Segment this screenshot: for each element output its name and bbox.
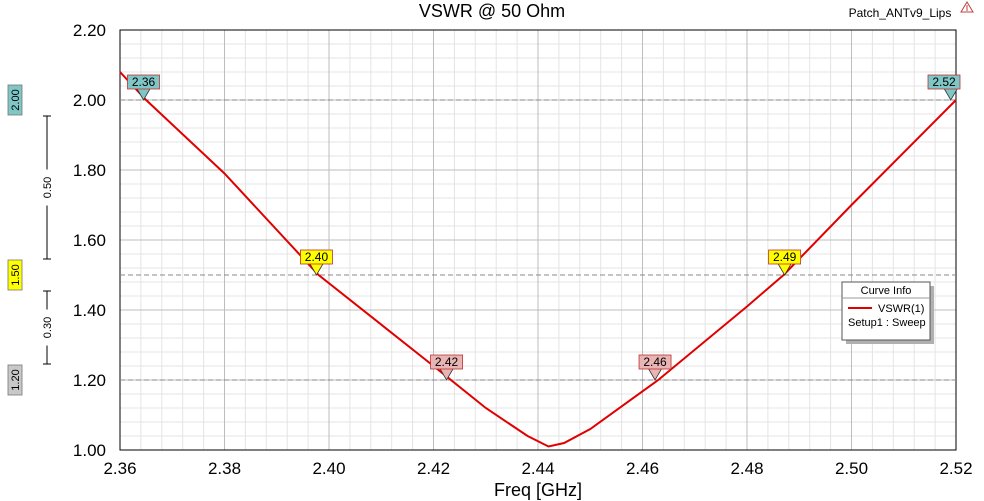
marker-label: 2.46 <box>643 355 667 369</box>
marker-label-box <box>127 74 160 90</box>
x-tick-labels: 2.36 2.38 2.40 2.42 2.44 2.46 2.48 2.50 2.52 <box>103 459 972 478</box>
markers: 2.36 2.40 2.42 2.46 2.49 2.52 <box>127 74 961 381</box>
marker-pointer <box>438 367 455 381</box>
marker-label: 2.52 <box>932 75 956 89</box>
legend-sub: Setup1 : Sweep <box>848 317 926 329</box>
y-tick-label: 1.60 <box>73 231 106 250</box>
marker-label-box <box>430 354 463 370</box>
plot-border <box>119 29 957 451</box>
series-line-vswr <box>119 71 957 448</box>
marker-label: 2.49 <box>773 250 797 264</box>
marker-label-box <box>638 354 672 370</box>
y-tick-label: 1.20 <box>73 371 106 390</box>
project-name: Patch_ANTv9_Lips <box>849 6 952 20</box>
reference-label-box <box>7 364 23 396</box>
y-tick-label: 2.00 <box>73 91 106 110</box>
x-tick-label: 2.48 <box>730 459 763 478</box>
delta-side-panel: 2.00 1.50 1.20 0.50 0.30 <box>7 84 54 396</box>
x-axis-label: Freq [GHz] <box>494 480 582 500</box>
reference-label: 1.50 <box>10 264 22 285</box>
y-tick-label: 1.40 <box>73 301 106 320</box>
marker-label: 2.36 <box>132 75 156 89</box>
x-tick-label: 2.44 <box>521 459 554 478</box>
logo-icon <box>960 1 974 13</box>
marker-label-box <box>300 249 333 265</box>
legend-box <box>841 281 931 341</box>
y-tick-label: 1.80 <box>73 161 106 180</box>
chart-title: VSWR @ 50 Ohm <box>419 1 565 21</box>
marker-pointer <box>135 87 152 101</box>
delta-label: 0.50 <box>42 177 54 198</box>
x-tick-label: 2.38 <box>208 459 241 478</box>
reference-label: 1.20 <box>10 369 22 390</box>
y-tick-labels: 1.00 1.20 1.40 1.60 1.80 2.00 2.20 <box>73 21 106 460</box>
marker-label-box <box>768 249 802 265</box>
legend-entry: VSWR(1) <box>878 303 924 315</box>
x-tick-label: 2.50 <box>835 459 868 478</box>
reference-label-box <box>7 259 23 291</box>
marker-label-box <box>927 74 961 90</box>
x-tick-label: 2.40 <box>312 459 345 478</box>
legend-title: Curve Info <box>861 285 912 297</box>
reference-label: 2.00 <box>10 89 22 110</box>
marker-pointer <box>308 262 325 276</box>
marker-label: 2.42 <box>435 355 459 369</box>
x-tick-label: 2.46 <box>626 459 659 478</box>
y-tick-label: 1.00 <box>73 441 106 460</box>
reference-label-box <box>7 84 23 116</box>
delta-label: 0.30 <box>42 317 54 338</box>
reference-lines <box>120 99 956 381</box>
x-tick-label: 2.36 <box>103 459 136 478</box>
marker-label: 2.40 <box>305 250 329 264</box>
y-tick-label: 2.20 <box>73 21 106 40</box>
x-tick-label: 2.42 <box>417 459 450 478</box>
legend[interactable]: Curve Info VSWR(1) Setup1 : Sweep <box>841 281 934 344</box>
x-tick-label: 2.52 <box>939 459 972 478</box>
